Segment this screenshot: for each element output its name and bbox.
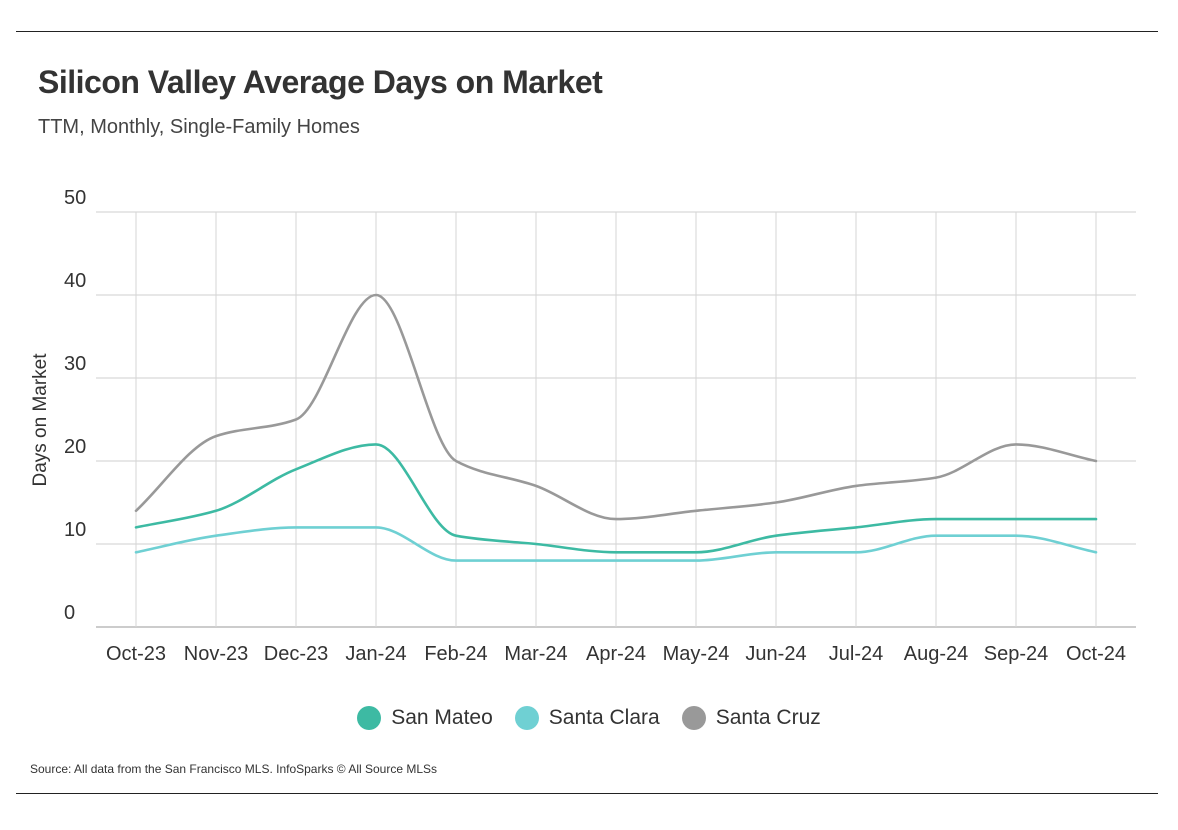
- y-tick-label: 50: [64, 187, 86, 209]
- x-tick-label: Sep-24: [984, 643, 1049, 665]
- series-line-santa-cruz: [134, 293, 1098, 521]
- grid-layer: [96, 211, 1136, 628]
- x-tick-label: Jul-24: [829, 643, 883, 665]
- legend-item-santa-cruz: Santa Cruz: [681, 706, 821, 730]
- x-tick-label: Nov-23: [184, 643, 248, 665]
- x-tick-label: Oct-23: [106, 643, 166, 665]
- y-tick-label: 0: [64, 602, 75, 624]
- y-tick-label: 30: [64, 353, 86, 375]
- legend-item-san-mateo: San Mateo: [357, 706, 493, 730]
- legend-label: Santa Cruz: [715, 706, 821, 729]
- legend: San Mateo Santa Clara Santa Cruz: [0, 706, 1178, 730]
- legend-label: San Mateo: [391, 706, 493, 729]
- legend-label: Santa Clara: [548, 706, 660, 729]
- x-tick-label: Oct-24: [1066, 643, 1126, 665]
- x-tick-label: Apr-24: [586, 643, 646, 665]
- legend-swatch: [681, 706, 706, 730]
- y-tick-label: 20: [64, 436, 86, 458]
- source-note: Source: All data from the San Francisco …: [30, 762, 438, 776]
- legend-item-santa-clara: Santa Clara: [514, 706, 660, 730]
- chart-subtitle: TTM, Monthly, Single-Family Homes: [38, 116, 360, 138]
- chart-title: Silicon Valley Average Days on Market: [38, 64, 603, 100]
- x-tick-labels: Oct-23 Nov-23 Dec-23 Jan-24 Feb-24 Mar-24 Apr-…: [106, 643, 1126, 665]
- y-tick-label: 40: [64, 270, 86, 292]
- series-layer: [134, 293, 1098, 562]
- bottom-rule: [16, 793, 1158, 794]
- y-axis-title: Days on Market: [30, 353, 51, 487]
- x-tick-label: May-24: [663, 643, 730, 665]
- series-line-san-mateo: [134, 443, 1098, 554]
- legend-swatch: [514, 706, 539, 730]
- series-line-santa-clara: [134, 526, 1098, 562]
- line-chart: 0 10 20 30 40 50 Oct-23 Nov-23 Dec-23 Jan-24 Feb-…: [30, 187, 1136, 665]
- x-tick-label: Mar-24: [504, 643, 567, 665]
- x-tick-label: Aug-24: [904, 643, 969, 665]
- y-tick-label: 10: [64, 519, 86, 541]
- x-tick-label: Dec-23: [264, 643, 328, 665]
- y-tick-labels: 0 10 20 30 40 50: [64, 187, 86, 624]
- x-tick-label: Jun-24: [745, 643, 806, 665]
- top-rule: [16, 31, 1158, 32]
- x-tick-label: Jan-24: [345, 643, 406, 665]
- x-tick-label: Feb-24: [424, 643, 487, 665]
- legend-swatch: [357, 706, 382, 730]
